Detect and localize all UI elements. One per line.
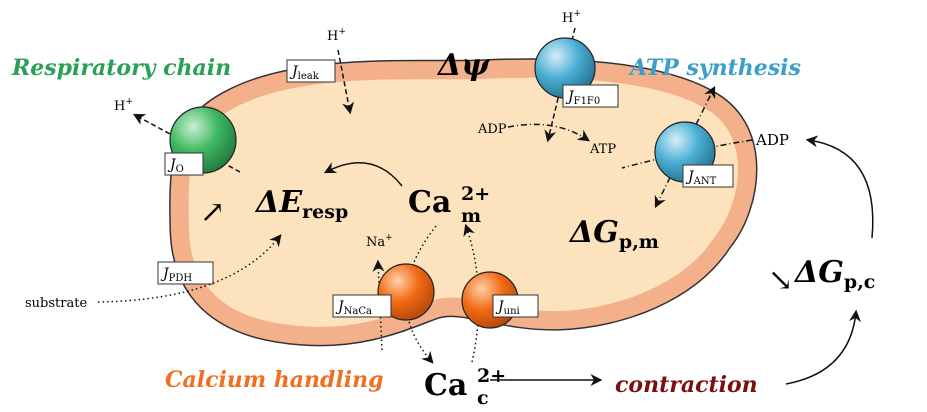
flux-sub: leak <box>298 71 320 82</box>
flux-box <box>286 59 336 83</box>
ion: H+ <box>327 27 346 44</box>
flux-box <box>492 294 539 318</box>
symbol-main: ΔE <box>254 185 303 220</box>
flux-label: JNaCa <box>335 299 372 317</box>
flux-box <box>157 261 214 285</box>
mitochondrion <box>169 58 758 347</box>
ion-sup: + <box>125 97 133 107</box>
label: substrate <box>25 296 87 311</box>
symbol-sup: 2+ <box>477 365 506 387</box>
symbol: ΔGp,c <box>793 255 875 293</box>
label: Calcium handling <box>165 367 384 393</box>
flux-sub: NaCa <box>344 306 372 317</box>
flux-label: JPDH <box>160 266 192 284</box>
flux-sub: O <box>176 164 184 175</box>
flux-main: J <box>495 299 505 315</box>
symbol-sub: c <box>477 387 489 409</box>
flux-box <box>562 84 619 108</box>
flux-label: Juni <box>495 299 520 317</box>
symbol-main: ΔG <box>793 255 844 290</box>
ion: H+ <box>114 97 133 114</box>
ion-main: H <box>327 29 338 44</box>
flux-sub: F1F0 <box>574 96 601 107</box>
naca-exchanger <box>377 263 435 321</box>
symbol-sub: p,m <box>619 231 659 253</box>
symbol: ΔGp,m <box>568 215 659 253</box>
symbol-sub: p,c <box>844 271 875 293</box>
flux-box <box>164 152 204 176</box>
flux-main: J <box>167 157 177 173</box>
flux-box <box>332 294 392 318</box>
arrow-symbol: ↘ <box>768 263 793 298</box>
ion: Na+ <box>366 233 393 250</box>
species: ATP <box>589 142 616 157</box>
flux-label: JF1F0 <box>565 89 600 107</box>
ion-main: H <box>114 99 125 114</box>
ion: H+ <box>562 9 581 26</box>
symbol: Ca <box>424 368 467 403</box>
ion-main: Na <box>366 235 385 250</box>
arrow-symbol: ↗ <box>200 195 225 230</box>
flux-label: JANT <box>685 169 717 187</box>
ion-sup: + <box>385 233 393 243</box>
flux-label: Jleak <box>289 64 320 82</box>
label: contraction <box>615 372 758 398</box>
ion-sup: + <box>338 27 346 37</box>
flux-main: J <box>685 169 695 185</box>
flux-main: J <box>565 89 575 105</box>
species: ADP <box>477 122 507 137</box>
symbol-sub: resp <box>302 201 348 223</box>
flux-main: J <box>289 64 299 80</box>
species: ADP <box>755 131 789 149</box>
label: ATP synthesis <box>628 55 801 81</box>
symbol: ΔEresp <box>254 185 348 223</box>
symbol: Ca <box>408 185 451 220</box>
flux-sub: ANT <box>693 176 717 187</box>
symbol: Δψ <box>436 48 491 83</box>
flux-main: J <box>335 299 345 315</box>
label: Respiratory chain <box>11 55 231 81</box>
flux-label: JO <box>167 157 184 175</box>
flux-box <box>682 164 734 188</box>
symbol-main: ΔG <box>568 215 619 250</box>
ion-main: H <box>562 11 573 26</box>
flux-sub: uni <box>504 306 520 317</box>
flux-sub: PDH <box>169 273 193 284</box>
ion-sup: + <box>573 9 581 19</box>
symbol-sub: m <box>461 205 481 227</box>
flux-main: J <box>160 266 170 282</box>
symbol-sup: 2+ <box>461 183 490 205</box>
